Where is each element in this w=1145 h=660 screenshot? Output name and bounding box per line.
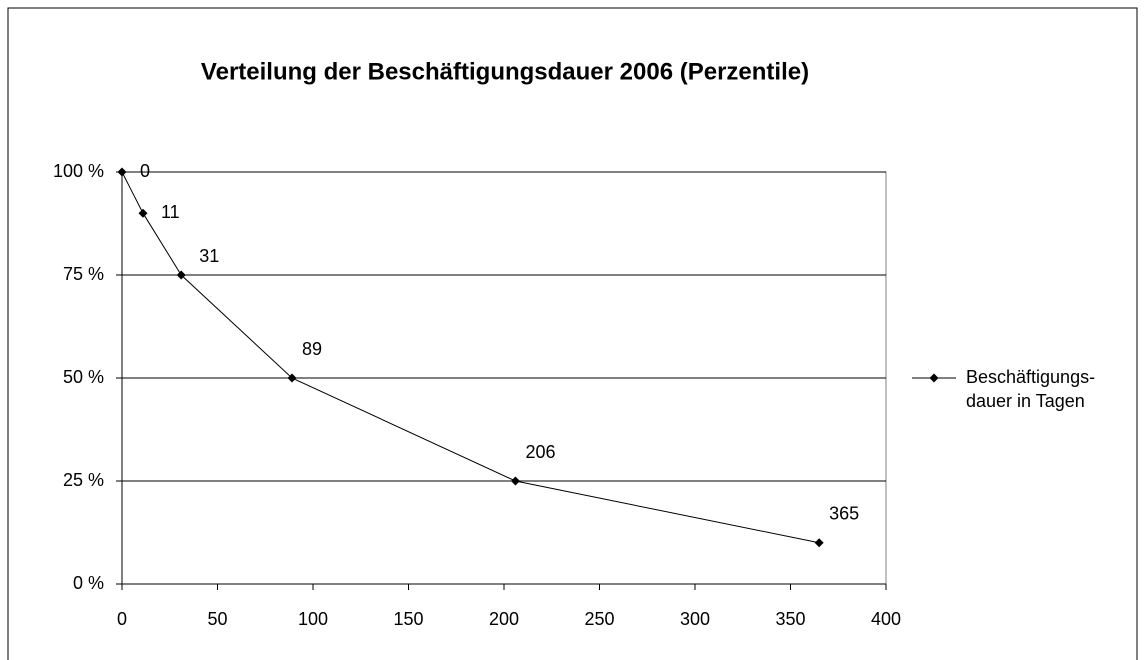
y-tick-label: 0 %	[73, 573, 104, 593]
marker	[138, 208, 148, 218]
chart-title: Verteilung der Beschäftigungsdauer 2006 …	[201, 58, 809, 85]
x-tick-label: 250	[584, 609, 614, 629]
x-tick-label: 350	[775, 609, 805, 629]
legend-label: Beschäftigungs-dauer in Tagen	[966, 367, 1095, 411]
x-tick-label: 400	[871, 609, 901, 629]
y-tick-label: 25 %	[63, 470, 104, 490]
x-tick-label: 50	[207, 609, 227, 629]
marker	[510, 476, 520, 486]
x-tick-label: 300	[680, 609, 710, 629]
chart-border	[7, 7, 1138, 660]
line	[121, 171, 820, 544]
y-tick-label: 50 %	[63, 367, 104, 387]
marker	[814, 538, 824, 548]
data-label: 365	[829, 504, 859, 524]
marker	[929, 373, 939, 383]
data-label: 206	[525, 442, 555, 462]
y-tick-label: 75 %	[63, 264, 104, 284]
x-tick-label: 200	[489, 609, 519, 629]
data-label: 0	[140, 161, 150, 181]
y-tick-label: 100 %	[53, 161, 104, 181]
legend-label-line: dauer in Tagen	[966, 391, 1085, 411]
marker	[117, 167, 127, 177]
data-label: 31	[199, 246, 219, 266]
marker	[176, 270, 186, 280]
x-tick-label: 100	[298, 609, 328, 629]
data-label: 89	[302, 339, 322, 359]
data-label: 11	[161, 202, 180, 222]
marker	[287, 373, 297, 383]
x-tick-label: 0	[117, 609, 127, 629]
legend-label-line: Beschäftigungs-	[966, 367, 1095, 387]
x-tick-label: 150	[393, 609, 423, 629]
